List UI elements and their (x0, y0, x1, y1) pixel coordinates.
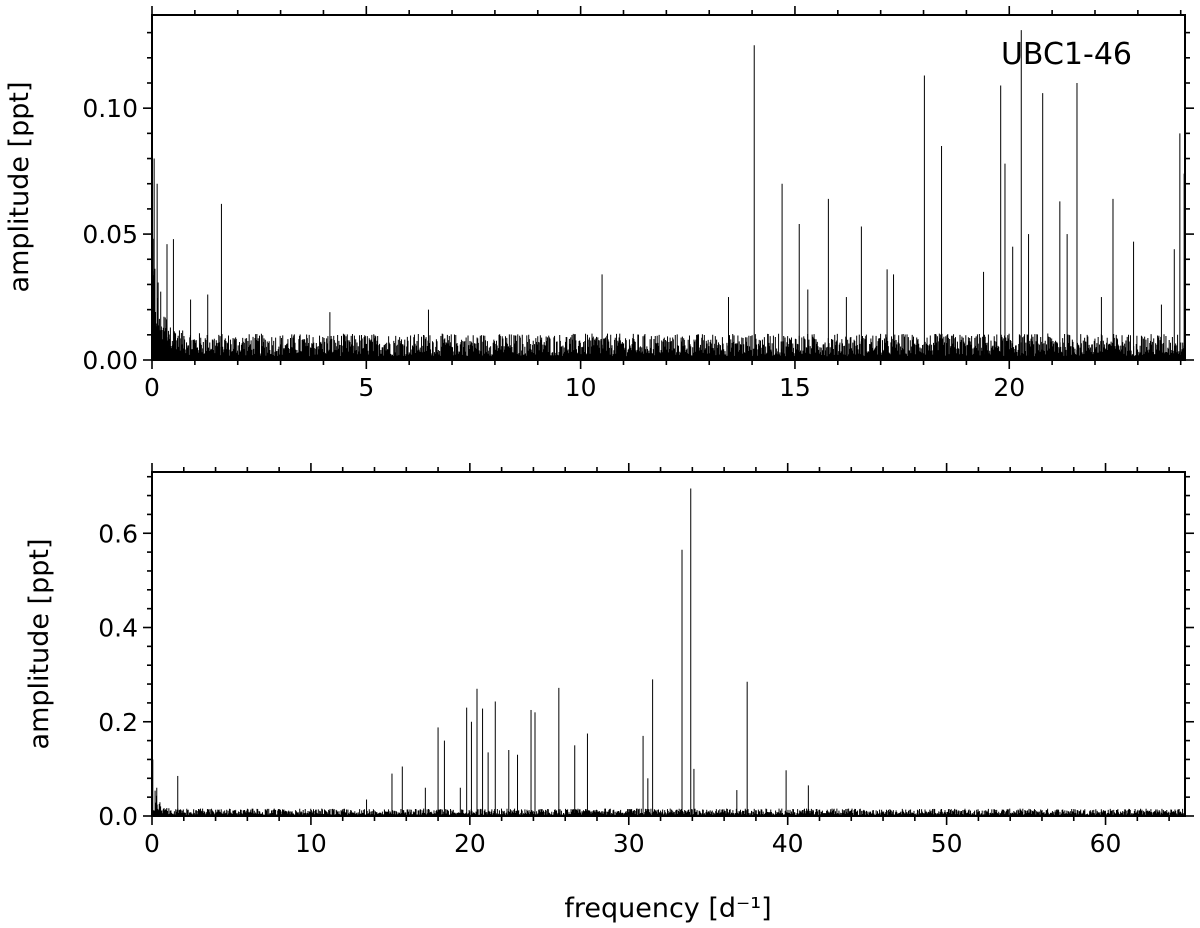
y-tick-label: 0.2 (98, 708, 138, 737)
x-tick-label: 15 (779, 373, 811, 402)
x-tick-label: 20 (993, 373, 1025, 402)
bottom-xlabel: frequency [d⁻¹] (564, 893, 771, 924)
top-ylabel: amplitude [ppt] (4, 82, 35, 293)
top-plot-frame (151, 14, 1186, 361)
noise-spectrum (151, 238, 1186, 360)
y-tick-label: 0.6 (98, 519, 138, 548)
y-tick-label: 0.05 (82, 220, 138, 249)
x-tick-label: 20 (454, 829, 486, 858)
top-peaks (153, 30, 1185, 360)
x-tick-label: 50 (931, 829, 963, 858)
x-tick-label: 0 (144, 373, 160, 402)
top-spectrum (151, 238, 1186, 360)
x-tick-label: 10 (565, 373, 597, 402)
bottom-ylabel: amplitude [ppt] (24, 539, 55, 750)
x-tick-label: 0 (144, 829, 160, 858)
top-ticks: 0 5 10 15 20 0.00 0.05 0.10 (82, 6, 1194, 402)
x-tick-label: 60 (1090, 829, 1122, 858)
noise-spectrum (151, 790, 1186, 816)
x-tick-label: 40 (772, 829, 804, 858)
x-tick-label: 5 (358, 373, 374, 402)
y-tick-label: 0.00 (82, 346, 138, 375)
y-tick-label: 0.0 (98, 802, 138, 831)
y-tick-label: 0.4 (98, 614, 138, 643)
bottom-spectrum (151, 790, 1186, 816)
bottom-ticks: 0 10 20 30 40 50 60 0.0 0.2 0.4 0.6 (98, 463, 1194, 858)
x-tick-label: 10 (295, 829, 327, 858)
top-panel-label: UBC1-46 (1001, 37, 1132, 72)
y-tick-label: 0.10 (82, 94, 138, 123)
bottom-plot-frame (151, 471, 1186, 817)
x-tick-label: 30 (613, 829, 645, 858)
bottom-panel: 0 10 20 30 40 50 60 0.0 0.2 0.4 0.6 amplitude [ppt… (24, 463, 1194, 924)
top-panel: 0 5 10 15 20 0.00 0.05 0.10 UBC1-46 amplitude [… (4, 6, 1194, 402)
bottom-peaks (152, 488, 809, 816)
